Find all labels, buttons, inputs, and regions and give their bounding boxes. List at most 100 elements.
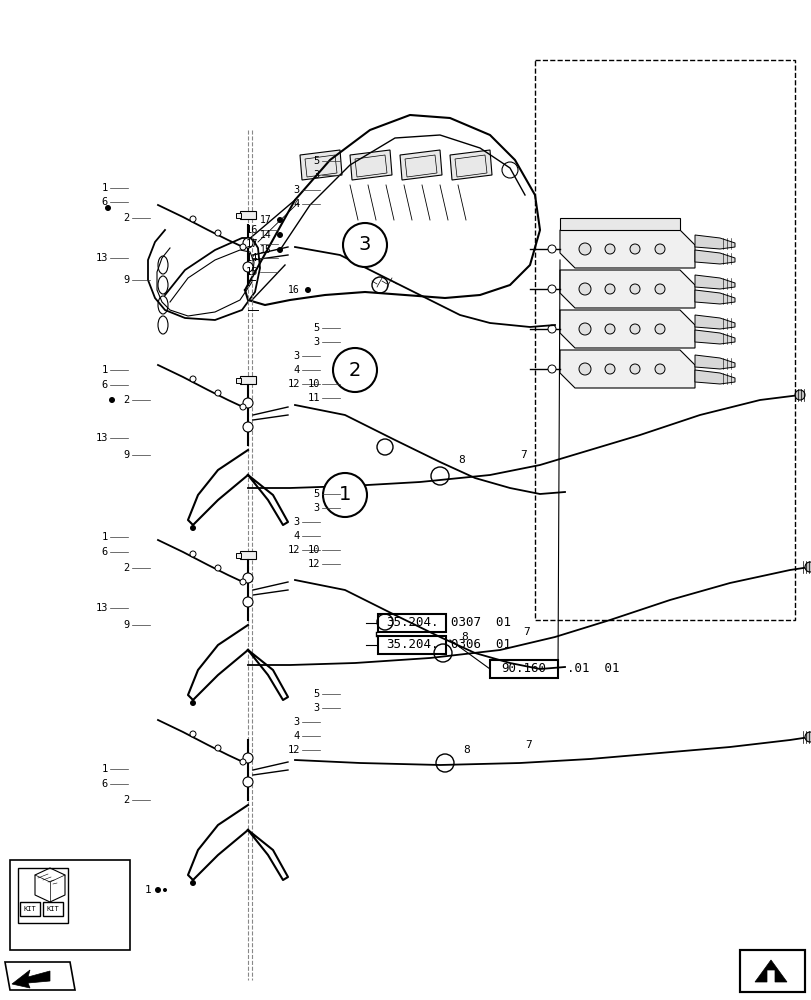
- Text: 35.204.: 35.204.: [385, 616, 438, 630]
- Circle shape: [654, 284, 664, 294]
- Circle shape: [240, 244, 246, 250]
- Text: 2: 2: [123, 213, 130, 223]
- Text: 3: 3: [313, 170, 320, 180]
- Circle shape: [629, 364, 639, 374]
- Text: 17: 17: [260, 215, 272, 225]
- Circle shape: [604, 364, 614, 374]
- Text: 5: 5: [313, 323, 320, 333]
- Circle shape: [105, 205, 111, 211]
- Polygon shape: [560, 270, 694, 308]
- Circle shape: [242, 753, 253, 763]
- Circle shape: [109, 397, 115, 403]
- Circle shape: [547, 285, 556, 293]
- Circle shape: [242, 398, 253, 408]
- Text: 6: 6: [101, 197, 108, 207]
- Text: 3: 3: [313, 337, 320, 347]
- Polygon shape: [694, 355, 734, 369]
- Polygon shape: [350, 150, 392, 180]
- Text: 12: 12: [287, 379, 299, 389]
- Circle shape: [305, 287, 311, 293]
- Text: 15: 15: [245, 267, 258, 277]
- Circle shape: [277, 217, 283, 223]
- Circle shape: [190, 880, 195, 886]
- Circle shape: [240, 404, 246, 410]
- Text: 1: 1: [145, 885, 152, 895]
- Circle shape: [578, 283, 590, 295]
- Text: 12: 12: [307, 559, 320, 569]
- Circle shape: [654, 244, 664, 254]
- Text: 15: 15: [260, 245, 272, 255]
- Text: 14: 14: [260, 230, 272, 240]
- Text: 4: 4: [294, 199, 299, 209]
- Bar: [18, 868, 68, 923]
- Text: 7: 7: [525, 740, 531, 750]
- Polygon shape: [694, 250, 734, 264]
- Circle shape: [190, 216, 195, 222]
- Text: 4: 4: [294, 731, 299, 741]
- Bar: [236, 213, 241, 218]
- Text: 17: 17: [245, 239, 258, 249]
- Text: 6: 6: [101, 547, 108, 557]
- Polygon shape: [694, 275, 734, 289]
- Text: 14: 14: [245, 253, 258, 263]
- Polygon shape: [694, 290, 734, 304]
- Text: 90.160: 90.160: [501, 662, 546, 676]
- Bar: [560, 218, 679, 230]
- Circle shape: [215, 745, 221, 751]
- Text: 3: 3: [294, 517, 299, 527]
- Bar: [43, 902, 63, 916]
- Circle shape: [578, 363, 590, 375]
- Circle shape: [242, 262, 253, 272]
- Circle shape: [604, 284, 614, 294]
- Text: 8: 8: [457, 455, 464, 465]
- Text: 11: 11: [307, 393, 320, 403]
- Text: 2: 2: [123, 563, 130, 573]
- Polygon shape: [694, 330, 734, 344]
- Polygon shape: [400, 150, 441, 180]
- Bar: [236, 553, 241, 558]
- Circle shape: [547, 245, 556, 253]
- Text: 6: 6: [101, 779, 108, 789]
- Text: 2: 2: [123, 795, 130, 805]
- Text: 7: 7: [519, 450, 526, 460]
- Text: 0306  01: 0306 01: [450, 639, 510, 652]
- Polygon shape: [560, 350, 694, 388]
- Polygon shape: [449, 150, 491, 180]
- Text: 4: 4: [294, 531, 299, 541]
- Circle shape: [242, 573, 253, 583]
- Circle shape: [654, 324, 664, 334]
- Circle shape: [342, 223, 387, 267]
- Bar: [739, 950, 804, 992]
- Text: 1: 1: [101, 764, 108, 774]
- Text: 12: 12: [287, 745, 299, 755]
- Circle shape: [804, 562, 811, 572]
- Text: 16: 16: [288, 285, 299, 295]
- Text: 4: 4: [294, 365, 299, 375]
- Text: 6: 6: [101, 380, 108, 390]
- Text: 3: 3: [294, 185, 299, 195]
- Text: KIT: KIT: [24, 906, 36, 912]
- Circle shape: [654, 364, 664, 374]
- Circle shape: [190, 700, 195, 706]
- Circle shape: [629, 324, 639, 334]
- Bar: [240, 376, 255, 384]
- Text: 3: 3: [358, 235, 371, 254]
- Text: 2: 2: [349, 360, 361, 379]
- Circle shape: [794, 390, 804, 400]
- Bar: [378, 636, 445, 654]
- Text: 35.204.: 35.204.: [385, 639, 438, 652]
- Circle shape: [333, 348, 376, 392]
- Text: 5: 5: [313, 156, 320, 166]
- Circle shape: [277, 232, 283, 238]
- Text: 7: 7: [522, 627, 529, 637]
- Text: 8: 8: [462, 745, 470, 755]
- Circle shape: [604, 324, 614, 334]
- Circle shape: [190, 376, 195, 382]
- Text: 2: 2: [123, 395, 130, 405]
- Circle shape: [629, 284, 639, 294]
- Circle shape: [240, 579, 246, 585]
- Text: 3: 3: [313, 703, 320, 713]
- Text: 8: 8: [461, 632, 467, 642]
- Circle shape: [190, 551, 195, 557]
- Bar: [534, 60, 794, 620]
